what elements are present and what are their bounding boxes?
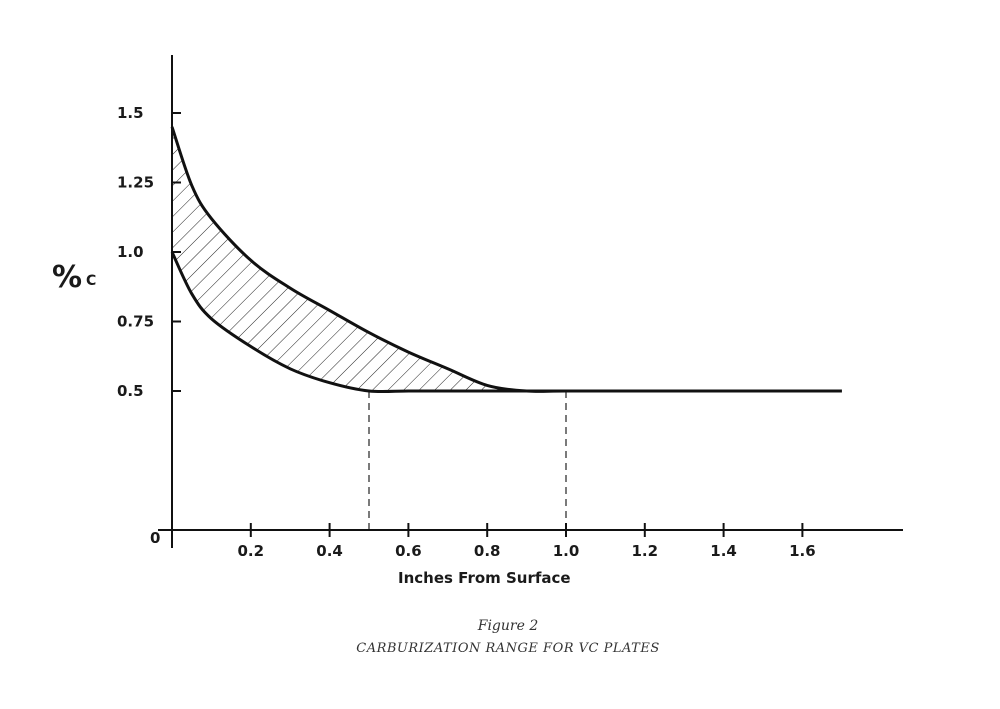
figure-title: CARBURIZATION RANGE FOR VC PLATES	[356, 641, 660, 656]
x-tick-label: 1.6	[789, 542, 816, 560]
x-tick-label: 0.4	[316, 542, 343, 560]
x-tick-label: 0.2	[238, 542, 265, 560]
shaded-carburization-band	[172, 126, 842, 392]
y-tick-label: 1.5	[117, 104, 144, 122]
y-axis-label-unit: C	[86, 273, 96, 289]
x-axis-title: Inches From Surface	[398, 569, 571, 587]
x-tick-label: 0.8	[474, 542, 501, 560]
y-tick-label: 1.0	[117, 243, 144, 261]
y-axis-label-symbol: %	[52, 260, 82, 295]
lower-curve	[170, 251, 842, 394]
x-tick-label: 1.4	[710, 542, 737, 560]
y-tick-label: 0.75	[117, 313, 154, 331]
origin-label: 0	[150, 529, 160, 547]
x-tick-label: 1.0	[553, 542, 580, 560]
figure-number: Figure 2	[477, 618, 539, 634]
x-tick-label: 0.6	[395, 542, 422, 560]
x-tick-label: 1.2	[632, 542, 659, 560]
y-tick-label: 1.25	[117, 174, 154, 192]
y-tick-label: 0.5	[117, 382, 144, 400]
